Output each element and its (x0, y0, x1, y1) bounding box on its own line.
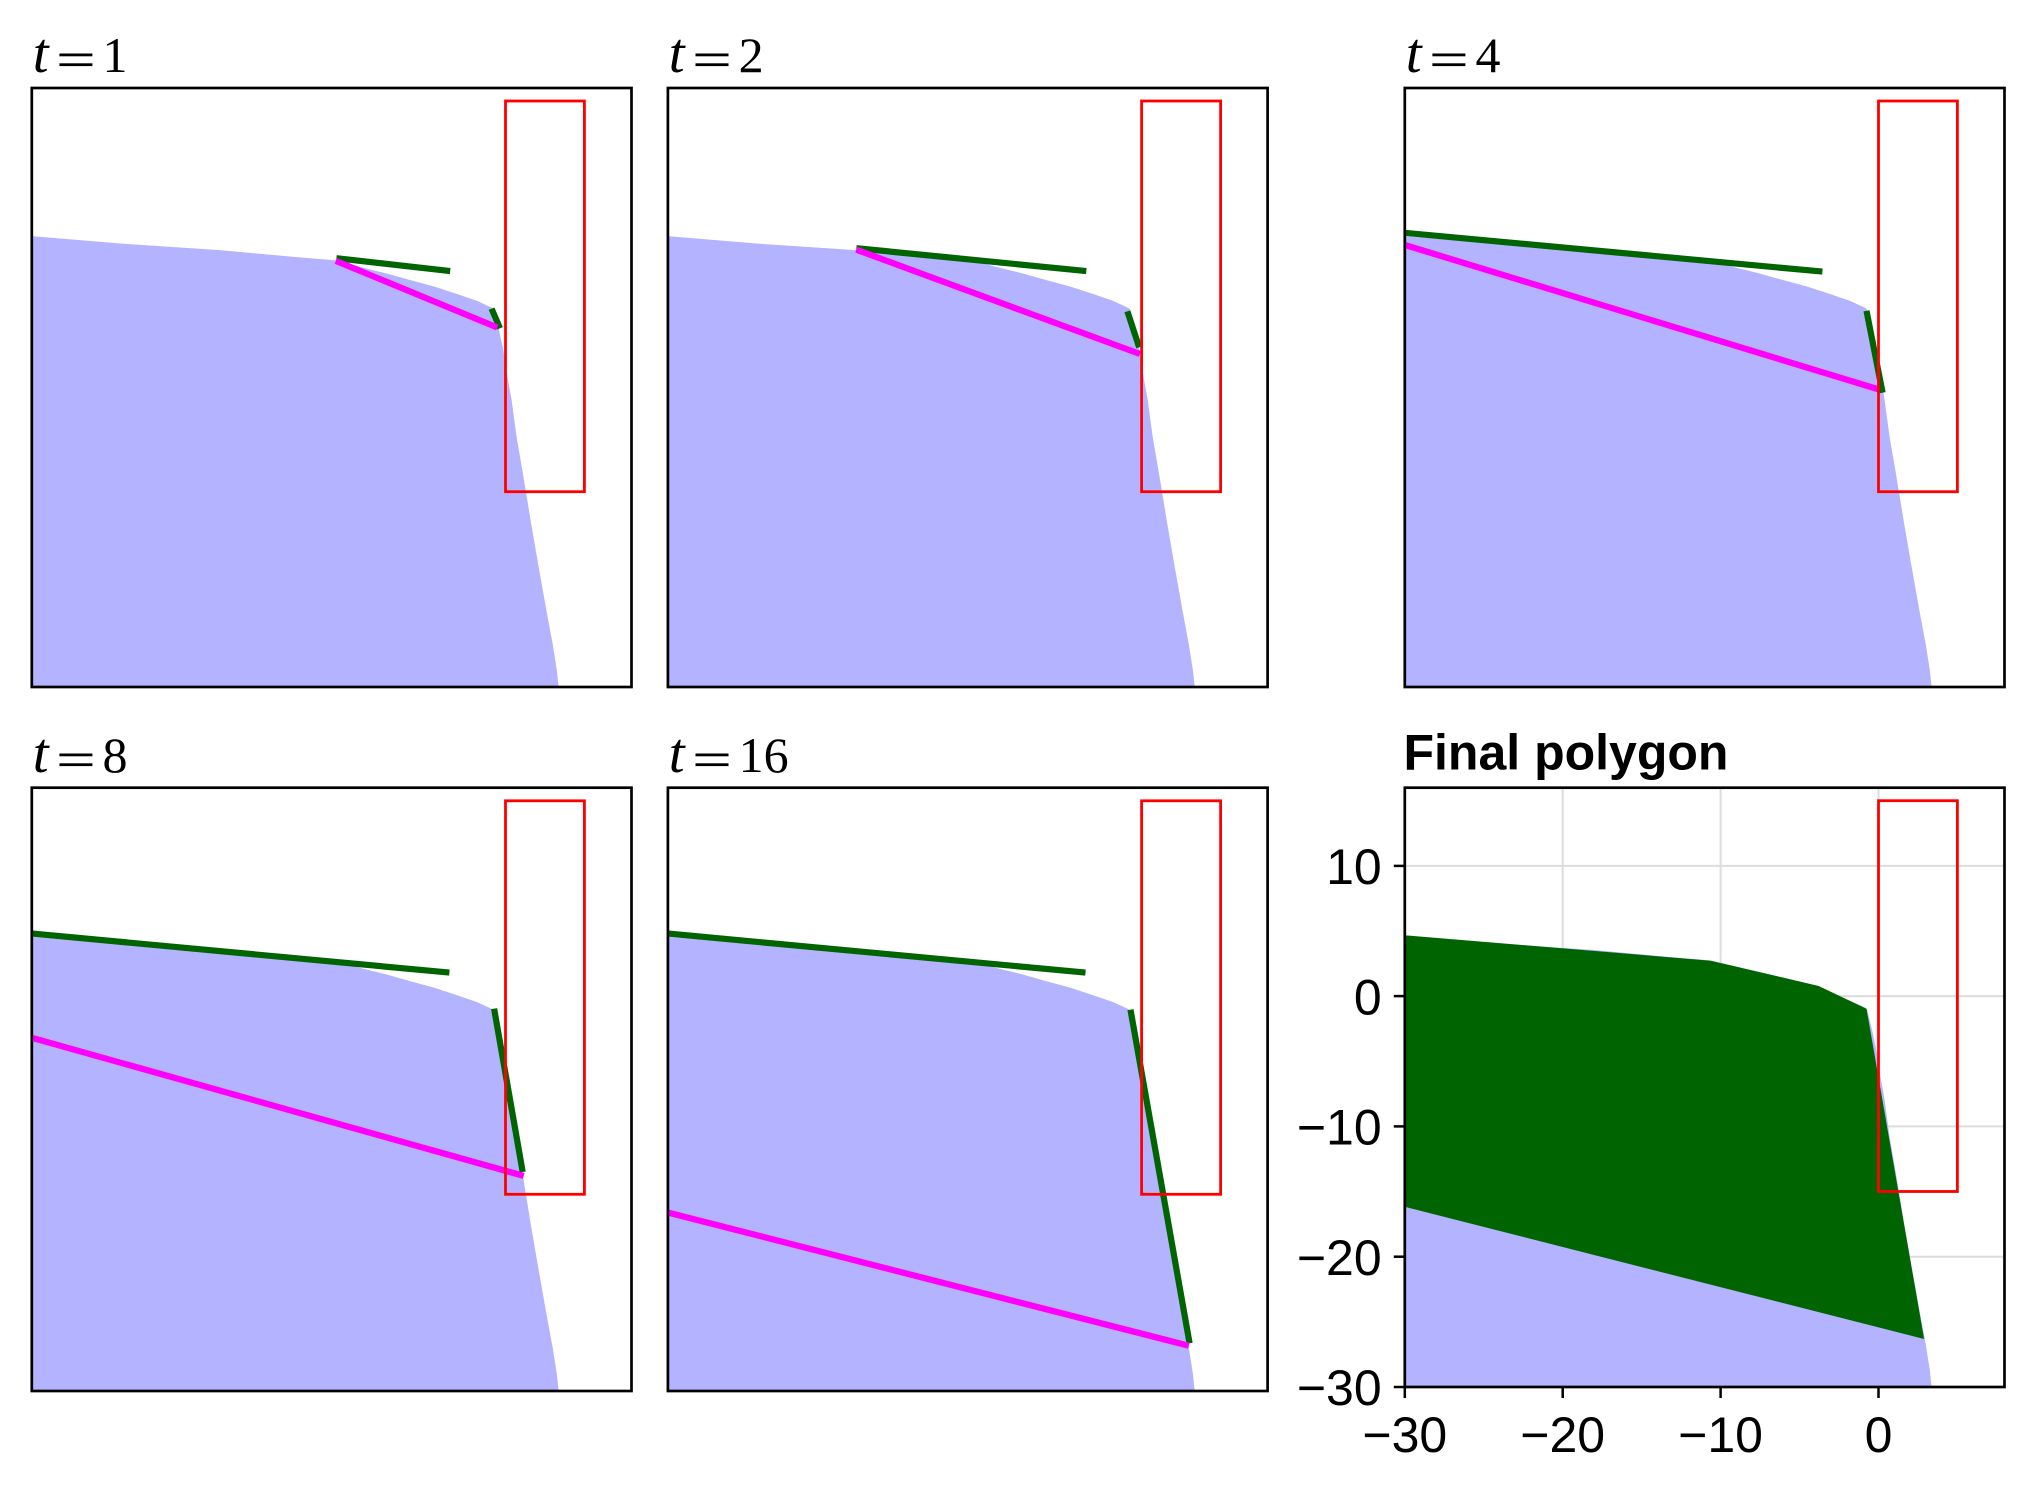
svg-text:1: 1 (103, 27, 128, 83)
svg-text:t: t (33, 22, 50, 85)
svg-text:t: t (669, 722, 686, 785)
svg-text:−30: −30 (1362, 1407, 1447, 1463)
svg-text:16: 16 (739, 727, 789, 783)
svg-text:t: t (1406, 22, 1423, 85)
svg-text:t: t (669, 22, 686, 85)
svg-text:−30: −30 (1297, 1360, 1382, 1416)
svg-text:0: 0 (1354, 969, 1382, 1025)
svg-text:2: 2 (739, 27, 764, 83)
svg-text:Final polygon: Final polygon (1404, 725, 1729, 781)
svg-text:8: 8 (103, 727, 128, 783)
svg-text:−10: −10 (1297, 1100, 1382, 1156)
svg-text:4: 4 (1476, 27, 1501, 83)
svg-text:0: 0 (1865, 1407, 1893, 1463)
svg-text:−20: −20 (1297, 1230, 1382, 1286)
svg-text:−10: −10 (1678, 1407, 1763, 1463)
svg-text:10: 10 (1326, 839, 1382, 895)
svg-text:t: t (33, 722, 50, 785)
svg-text:−20: −20 (1520, 1407, 1605, 1463)
